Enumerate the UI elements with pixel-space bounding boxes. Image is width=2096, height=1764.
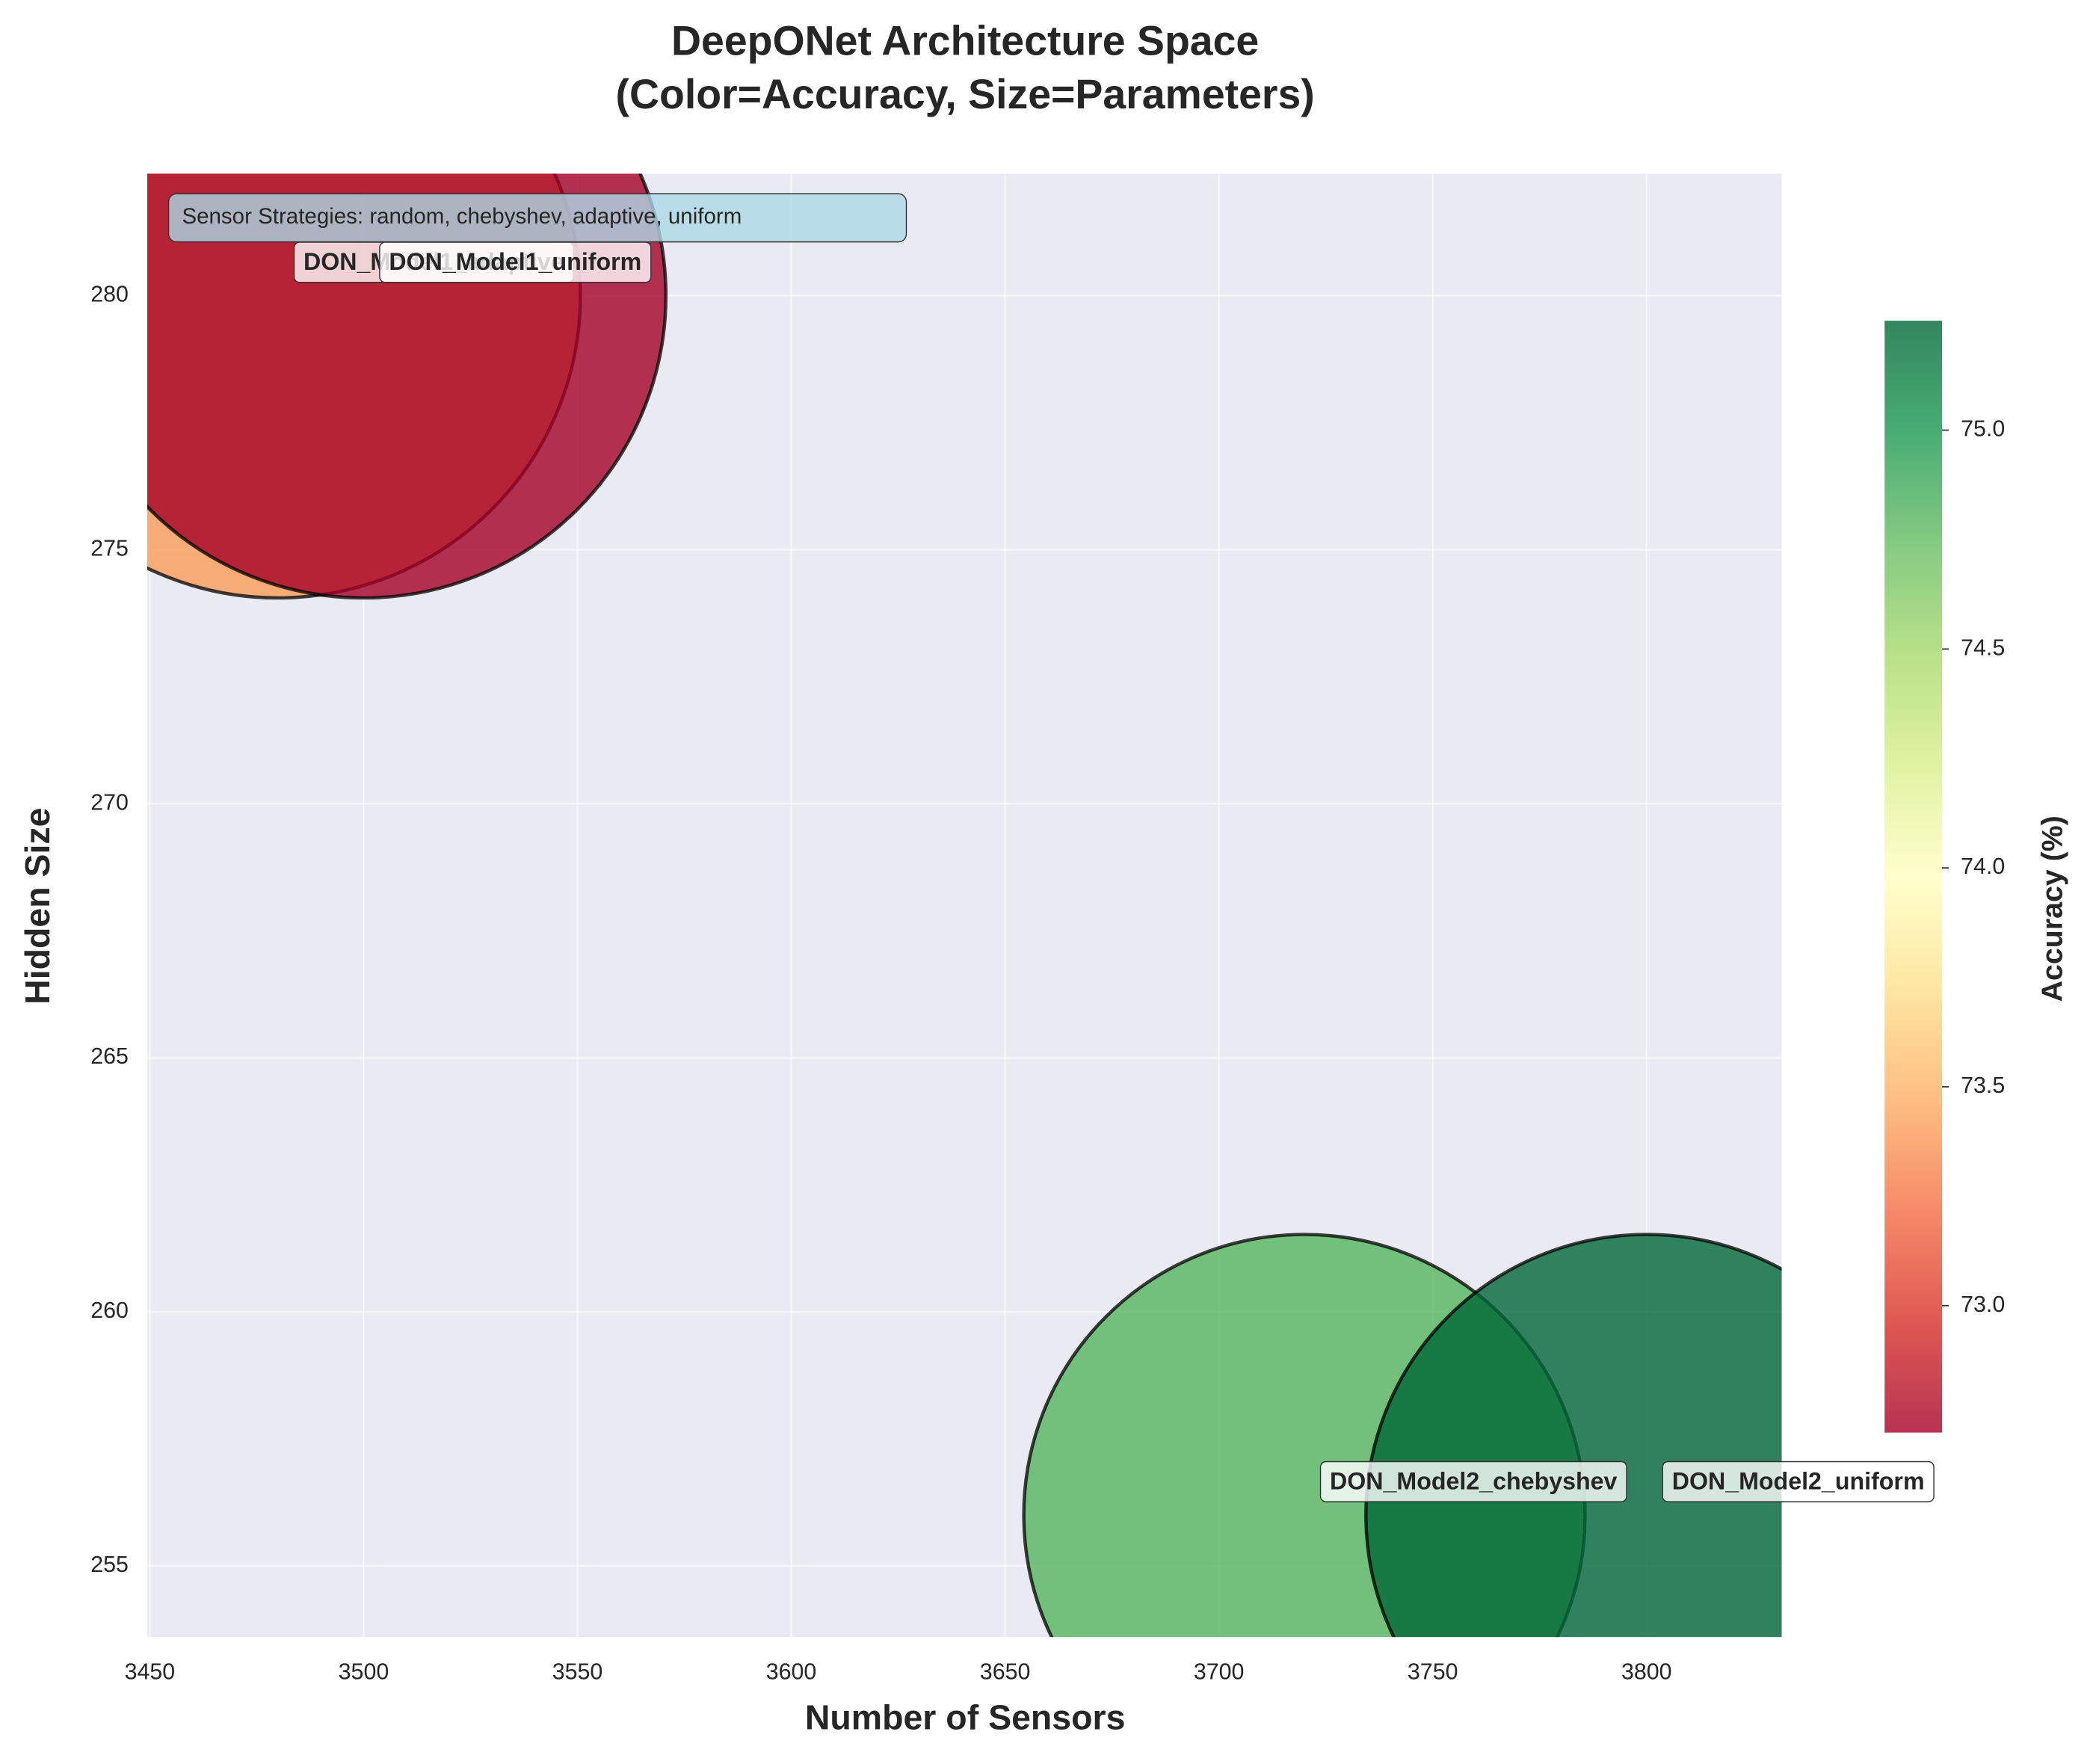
colorbar-tick-label: 75.0 — [1961, 416, 2005, 442]
x-tick-label: 3550 — [552, 1659, 603, 1684]
chart-subtitle: (Color=Accuracy, Size=Parameters) — [616, 71, 1315, 117]
point-labels: DON_Model1_adaptiveDON_Model1_uniformDON… — [293, 241, 1935, 1502]
bubble — [1364, 1233, 1782, 1638]
colorbar-tick-label: 74.5 — [1961, 635, 2005, 660]
y-tick-label: 270 — [90, 789, 129, 815]
x-tick-label: 3650 — [980, 1659, 1031, 1684]
axes: 3450 3500 3550 3600 3650 3700 3750 3800 255 260 26… — [90, 282, 1671, 1685]
y-tick-label: 260 — [90, 1298, 129, 1323]
x-tick-label: 3450 — [125, 1659, 176, 1684]
x-axis-label: Number of Sensors — [805, 1697, 1126, 1736]
y-axis-label: Hidden Size — [18, 807, 57, 1004]
point-label: DON_Model2_chebyshev — [1319, 1461, 1627, 1502]
colorbar-tick-label: 73.5 — [1961, 1073, 2005, 1098]
y-tick-label: 255 — [90, 1552, 129, 1577]
x-tick-label: 3600 — [766, 1659, 817, 1684]
label-box — [1662, 1461, 1935, 1502]
chart-title: DeepONet Architecture Space — [671, 18, 1259, 64]
label-text: DON_Model1_uniform — [389, 248, 641, 275]
bubble — [147, 173, 668, 600]
label-text: DON_Model2_uniform — [1672, 1468, 1925, 1495]
colorbar-tick-label: 74.0 — [1961, 854, 2005, 879]
label-text: DON_Model2_chebyshev — [1330, 1468, 1618, 1495]
y-tick-label: 280 — [90, 282, 129, 307]
x-tick-label: 3500 — [339, 1659, 389, 1684]
y-tick-label: 265 — [90, 1043, 129, 1069]
colorbar-tick-label: 73.0 — [1961, 1292, 2005, 1317]
x-tick-label: 3750 — [1408, 1659, 1458, 1684]
x-tick-label: 3700 — [1194, 1659, 1245, 1684]
colorbar-gradient — [1884, 321, 1943, 1433]
label-box — [1319, 1461, 1627, 1502]
x-tick-label: 3800 — [1621, 1659, 1672, 1684]
annotation-text: Sensor Strategies: random, chebyshev, ad… — [182, 204, 742, 229]
point-label: DON_Model1_uniform — [379, 241, 652, 283]
colorbar: 73.0 73.5 74.0 74.5 75.0 — [1884, 321, 2005, 1433]
y-tick-label: 275 — [90, 535, 129, 561]
annotation-box — [167, 193, 907, 243]
colorbar-label: Accuracy (%) — [2036, 815, 2069, 1002]
point-label: DON_Model2_uniform — [1662, 1461, 1935, 1502]
annotation: Sensor Strategies: random, chebyshev, ad… — [167, 193, 907, 243]
